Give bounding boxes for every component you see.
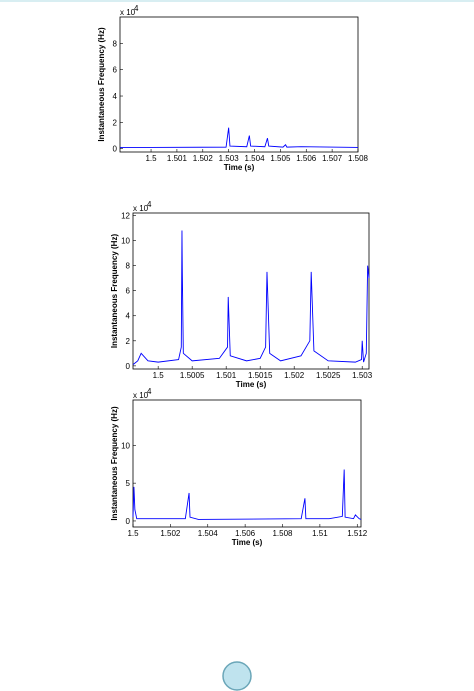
y-tick-label: 12 <box>121 212 130 221</box>
y-axis-label: Instantaneous Frequency (Hz) <box>110 406 119 521</box>
x-axis-label: Time (s) <box>236 380 267 389</box>
x-tick-label: 1.5025 <box>316 371 341 380</box>
x-tick-label: 1.5 <box>145 154 157 163</box>
plot-area <box>132 399 362 528</box>
y-tick-label: 2 <box>113 118 118 127</box>
y-tick-label: 10 <box>121 237 130 246</box>
x-tick-label: 1.512 <box>347 529 368 538</box>
x-tick-label: 1.506 <box>235 529 256 538</box>
data-line <box>120 127 359 148</box>
y-tick-label: 8 <box>126 262 131 271</box>
y-tick-label: 5 <box>126 479 131 488</box>
x-tick-label: 1.502 <box>193 154 214 163</box>
y-exponent-base: x 10 <box>120 8 136 17</box>
y-tick-label: 6 <box>126 287 131 296</box>
y-tick-label: 0 <box>113 145 118 154</box>
page-marker <box>222 661 252 691</box>
y-tick-label: 4 <box>113 92 118 101</box>
x-tick-label: 1.505 <box>270 154 291 163</box>
x-tick-label: 1.501 <box>216 371 237 380</box>
chart: 1.5 1.5005 1.501 1.5015 1.502 1.5025 1.503 0 2 4 6… <box>110 200 373 389</box>
chart: 1.5 1.502 1.504 1.506 1.508 1.51 1.512 0 5 10 x 10… <box>110 387 368 547</box>
y-tick-label: 4 <box>126 312 131 321</box>
x-tick-label: 1.507 <box>322 154 343 163</box>
x-tick-label: 1.504 <box>245 154 266 163</box>
y-tick-label: 0 <box>126 362 131 371</box>
x-tick-label: 1.506 <box>296 154 317 163</box>
x-axis-label: Time (s) <box>232 538 263 547</box>
x-tick-label: 1.502 <box>160 529 181 538</box>
y-exponent-base: x 10 <box>133 391 149 400</box>
y-tick-label: 6 <box>113 66 118 75</box>
data-line <box>132 469 362 520</box>
x-tick-label: 1.501 <box>167 154 188 163</box>
x-tick-label: 1.5005 <box>180 371 205 380</box>
y-tick-label: 10 <box>121 441 130 450</box>
y-tick-label: 2 <box>126 337 131 346</box>
y-exponent: 4 <box>147 200 152 209</box>
y-axis-label: Instantaneous Frequency (Hz) <box>97 27 106 142</box>
x-tick-label: 1.502 <box>284 371 305 380</box>
y-tick-label: 0 <box>126 517 131 526</box>
x-tick-label: 1.504 <box>198 529 219 538</box>
x-tick-label: 1.5015 <box>248 371 273 380</box>
x-tick-label: 1.503 <box>352 371 373 380</box>
x-tick-label: 1.503 <box>219 154 240 163</box>
y-exponent: 4 <box>147 387 152 396</box>
x-tick-label: 1.508 <box>272 529 293 538</box>
x-tick-label: 1.5 <box>127 529 139 538</box>
plot-area <box>119 16 359 153</box>
y-exponent-base: x 10 <box>133 204 149 213</box>
x-tick-label: 1.508 <box>348 154 369 163</box>
chart: 1.5 1.501 1.502 1.503 1.504 1.505 1.506 1.507 1.… <box>97 4 369 172</box>
x-axis-label: Time (s) <box>224 163 255 172</box>
y-exponent: 4 <box>134 4 139 13</box>
plot-area <box>132 212 370 370</box>
y-axis-label: Instantaneous Frequency (Hz) <box>110 234 119 349</box>
data-line <box>132 230 370 365</box>
x-tick-label: 1.5 <box>153 371 165 380</box>
x-tick-label: 1.51 <box>312 529 328 538</box>
y-tick-label: 8 <box>113 39 118 48</box>
